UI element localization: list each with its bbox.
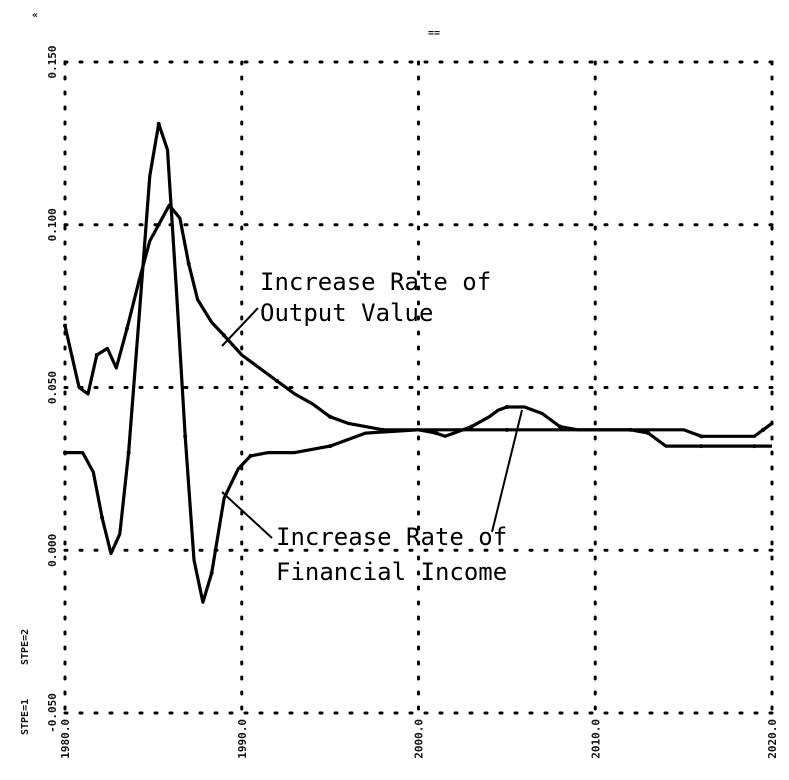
annotation-leader-financial-2: [491, 409, 523, 533]
series-0-point: [328, 414, 333, 419]
series-1-point: [156, 121, 161, 126]
series-0-point: [761, 427, 766, 432]
annotation-leader-output: [221, 307, 259, 347]
series-1-point: [100, 515, 105, 520]
series-line-1: [65, 122, 772, 604]
series-1-point: [328, 444, 333, 449]
x-tick-label: 1990.0: [236, 719, 249, 759]
y-tick-label: 0.150: [46, 45, 59, 78]
series-0-point: [469, 424, 474, 429]
x-tick-label: 2000.0: [413, 719, 426, 759]
series-0-point: [124, 326, 129, 331]
y-tick-label: 0.050: [46, 371, 59, 404]
series-1-point: [646, 431, 651, 436]
y-tick-label: -0.050: [46, 693, 59, 733]
series-0-point: [94, 352, 99, 357]
series-0-point: [557, 424, 562, 429]
x-tick-label: 2020.0: [766, 719, 779, 759]
series-1-point: [248, 453, 253, 458]
left-label-stpe-2: STPE=2: [20, 629, 31, 665]
series-0-point: [222, 333, 227, 338]
series-1-point: [63, 450, 67, 455]
annotation-output-line-1: Increase Rate of: [260, 268, 491, 296]
x-tick-label: 2010.0: [589, 719, 602, 759]
series-0-point: [186, 261, 191, 266]
series-1-point: [752, 444, 757, 449]
x-tick-label: 1980.0: [59, 719, 72, 759]
series-0-point: [275, 378, 280, 383]
series-1-point: [126, 450, 131, 455]
series-1-point: [183, 434, 188, 439]
annotations: Increase Rate of Output Value Increase R…: [260, 268, 507, 586]
series-0-point: [63, 323, 67, 328]
series-1-point: [699, 444, 704, 449]
annotation-output-line-2: Output Value: [260, 299, 433, 327]
left-label-stpe-1: STPE=1: [20, 699, 31, 735]
series-1-point: [209, 571, 214, 576]
series-0-point: [156, 222, 161, 227]
grid-lines: [63, 60, 774, 715]
series-1-point: [504, 427, 509, 432]
y-tick-label: 0.000: [46, 534, 59, 567]
series-0-point: [504, 405, 509, 410]
tick-labels: 1980.0 1990.0 2000.0 2010.0 2020.0 -0.050 0.00…: [46, 45, 779, 758]
series-lines: [63, 121, 773, 604]
corner-mark: «: [32, 10, 38, 21]
series-0-point: [699, 434, 704, 439]
series-0-point: [434, 431, 439, 436]
annotation-financial-line-1: Increase Rate of: [276, 523, 507, 551]
top-mark: ==: [428, 28, 440, 39]
annotation-leader-financial: [221, 491, 273, 539]
annotation-financial-line-2: Financial Income: [276, 558, 507, 586]
y-tick-label: 0.100: [46, 208, 59, 241]
